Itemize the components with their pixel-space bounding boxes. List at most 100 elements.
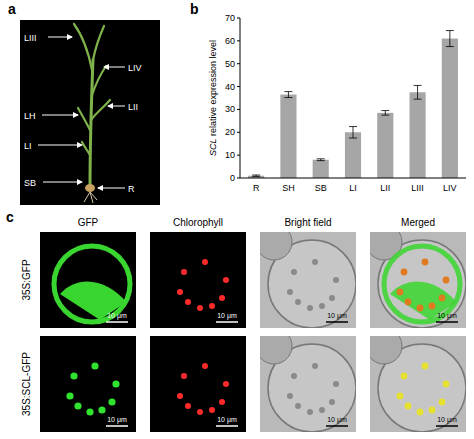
- y-tick-label: 20: [225, 127, 235, 137]
- figure: abcLIIILIVLIILHLISBRRSHSBLILIILIIILIV010…: [0, 0, 474, 439]
- chloroplast: [209, 303, 215, 309]
- organ-label: LII: [128, 102, 138, 112]
- micrograph: [150, 232, 246, 328]
- merged-dot: [439, 399, 446, 406]
- error-cap: [317, 160, 325, 161]
- error-stem: [385, 111, 386, 116]
- gfp-signal: [54, 246, 130, 322]
- scale-bar: [436, 321, 458, 323]
- error-cap: [317, 158, 325, 159]
- scale-bar-label: 10 μm: [437, 312, 457, 320]
- error-cap: [349, 138, 357, 139]
- chloroplast: [223, 277, 229, 283]
- error-stem: [288, 92, 289, 98]
- plant-leaf: [93, 26, 104, 60]
- cell-outline: [370, 336, 402, 364]
- micrograph-background: [40, 232, 136, 328]
- bar: [442, 39, 458, 178]
- chloroplast: [223, 381, 229, 387]
- organ-label: LH: [24, 111, 36, 121]
- column-header: Chlorophyll: [173, 217, 223, 228]
- micrograph-background: [40, 336, 136, 432]
- gfp-signal: [390, 282, 456, 320]
- seed: [85, 184, 95, 192]
- chloroplast: [181, 269, 187, 275]
- gfp-dot: [86, 408, 93, 415]
- chloroplast-shadow: [291, 373, 297, 379]
- chloroplast-shadow: [295, 403, 301, 409]
- column-header: Bright field: [284, 217, 331, 228]
- chloroplast-shadow: [319, 407, 325, 413]
- error-bar: [317, 159, 325, 161]
- chloroplast-shadow: [312, 363, 318, 369]
- chloroplast-shadow: [307, 305, 313, 311]
- error-bar: [414, 85, 422, 99]
- merged-dot: [422, 363, 429, 370]
- y-tick: [237, 40, 240, 41]
- merged-dot: [429, 303, 436, 310]
- category-label: SH: [282, 183, 295, 193]
- gfp-dot: [66, 392, 73, 399]
- chloroplast-shadow: [329, 295, 335, 301]
- merged-dot: [401, 269, 408, 276]
- chloroplast: [177, 393, 183, 399]
- category-label: SB: [315, 183, 327, 193]
- error-stem: [417, 85, 418, 99]
- chloroplast: [202, 363, 208, 369]
- micrograph: [370, 336, 466, 432]
- merged-dot: [401, 373, 408, 380]
- chloroplast-shadow: [287, 393, 293, 399]
- error-bar: [446, 31, 454, 47]
- error-bar: [252, 175, 260, 176]
- y-tick-label: 10: [225, 150, 235, 160]
- gfp-dot: [74, 402, 81, 409]
- bar: [280, 95, 296, 178]
- cell-outline: [260, 232, 292, 260]
- error-cap: [446, 30, 454, 31]
- chloroplast-shadow: [312, 259, 318, 265]
- y-tick-label: 0: [230, 173, 235, 183]
- error-cap: [252, 175, 260, 176]
- y-tick: [237, 109, 240, 110]
- organ-arrow: [108, 106, 125, 107]
- merged-dot: [397, 393, 404, 400]
- chloroplast: [185, 299, 191, 305]
- category-label: LI: [349, 183, 357, 193]
- scale-bar: [436, 425, 458, 427]
- error-cap: [252, 176, 260, 177]
- micrograph-background: [150, 336, 246, 432]
- plant-leaf: [78, 108, 90, 130]
- error-cap: [381, 115, 389, 116]
- chloroplast-shadow: [329, 399, 335, 405]
- scale-bar-label: 10 μm: [107, 416, 127, 424]
- column-header: Merged: [401, 217, 435, 228]
- chloroplast: [197, 305, 203, 311]
- organ-arrow: [42, 115, 78, 116]
- chloroplast-shadow: [333, 277, 339, 283]
- y-axis-title: SCL relative expression level: [208, 40, 218, 156]
- error-cap: [446, 46, 454, 47]
- error-cap: [284, 91, 292, 92]
- chloroplast-shadow: [333, 381, 339, 387]
- chloroplast: [219, 399, 225, 405]
- chloroplast-shadow: [291, 269, 297, 275]
- category-label: LII: [380, 183, 390, 193]
- organ-arrow: [98, 188, 125, 189]
- y-tick: [237, 18, 240, 19]
- micrograph: [40, 232, 136, 328]
- y-tick: [237, 63, 240, 64]
- scale-bar-label: 10 μm: [217, 312, 237, 320]
- bar: [345, 132, 361, 178]
- micrograph: [260, 336, 356, 432]
- category-label: LIII: [411, 183, 424, 193]
- scale-bar: [106, 425, 128, 427]
- panel-a: LIIILIVLIILHLISBR: [20, 20, 160, 205]
- organ-label: SB: [24, 178, 36, 188]
- bars: [248, 31, 458, 178]
- plant-leaf: [74, 24, 92, 70]
- bar: [313, 160, 329, 178]
- scale-bar-label: 10 μm: [217, 416, 237, 424]
- organ-label: LIII: [24, 33, 37, 43]
- y-tick-label: 70: [225, 13, 235, 23]
- panel-b: RSHSBLILIILIIILIV010203040506070SCL rela…: [208, 13, 466, 193]
